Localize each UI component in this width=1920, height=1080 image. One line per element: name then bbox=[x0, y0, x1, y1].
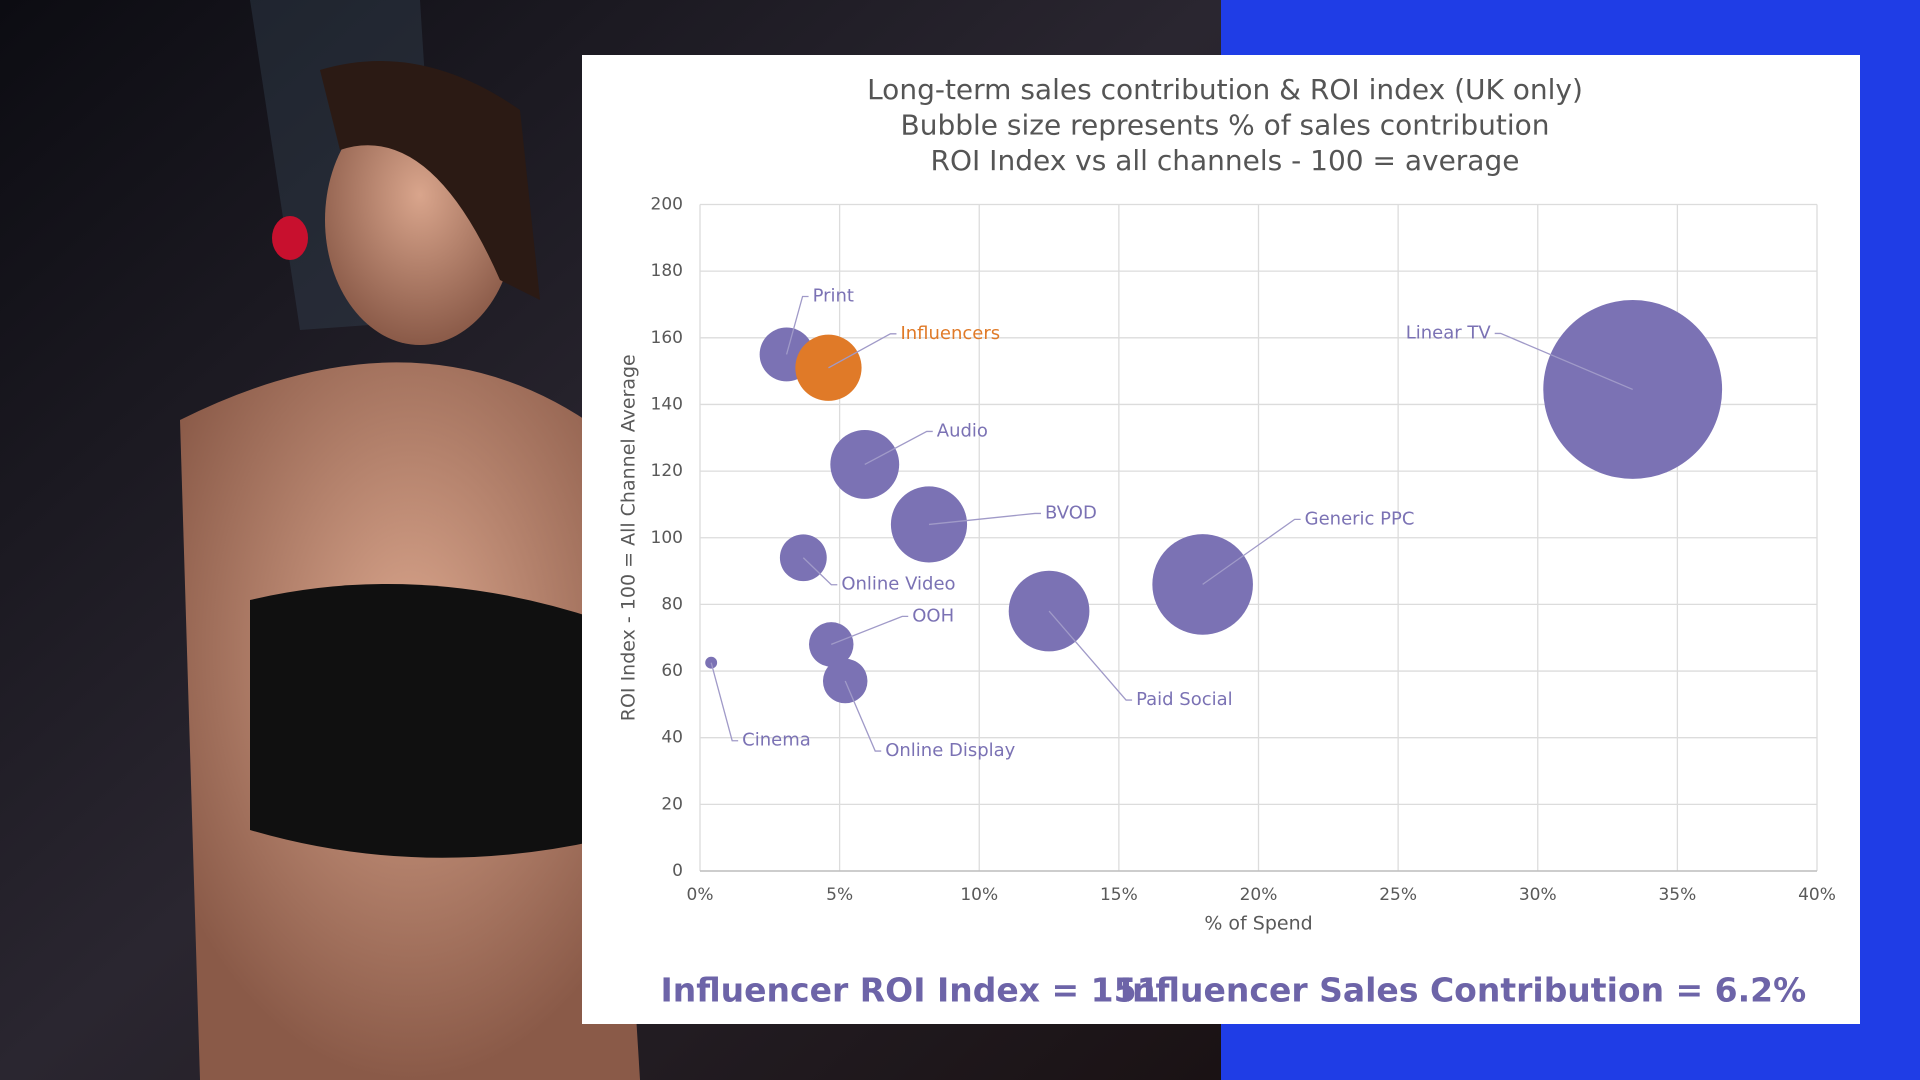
leader-line bbox=[1202, 518, 1301, 585]
y-tick-label: 0 bbox=[672, 861, 683, 881]
point-label: Linear TV bbox=[1406, 322, 1492, 343]
y-tick-label: 200 bbox=[651, 195, 683, 215]
y-tick-label: 180 bbox=[651, 261, 683, 281]
point-label: Online Video bbox=[841, 574, 955, 595]
leader-line bbox=[828, 333, 897, 369]
x-tick-label: 25% bbox=[1379, 885, 1417, 905]
y-tick-label: 120 bbox=[651, 461, 683, 481]
leader-line bbox=[928, 512, 1041, 526]
point-label: Print bbox=[813, 285, 854, 306]
chart: Long-term sales contribution & ROI index… bbox=[618, 73, 1836, 1010]
footer-text: Influencer ROI Index = 151 bbox=[660, 971, 1159, 1010]
x-tick-label: 35% bbox=[1658, 885, 1696, 905]
y-tick-label: 160 bbox=[651, 328, 683, 348]
y-tick-label: 140 bbox=[651, 394, 683, 414]
y-tick-label: 80 bbox=[661, 594, 683, 614]
bubble bbox=[822, 658, 868, 704]
point-label: Cinema bbox=[742, 730, 811, 751]
footer-text: Influencer Sales Contribution = 6.2% bbox=[1120, 971, 1806, 1010]
y-tick-label: 40 bbox=[661, 728, 683, 748]
point-label: Generic PPC bbox=[1305, 508, 1415, 529]
x-tick-label: 5% bbox=[826, 885, 853, 905]
leader-line bbox=[710, 662, 739, 742]
x-axis-label: % of Spend bbox=[1204, 913, 1312, 935]
x-tick-label: 20% bbox=[1240, 885, 1278, 905]
point-label: Audio bbox=[937, 420, 988, 441]
leader-line bbox=[831, 615, 909, 645]
y-tick-label: 100 bbox=[651, 528, 683, 548]
point-label: Influencers bbox=[900, 323, 1000, 344]
leader-line bbox=[844, 680, 882, 752]
chart-title: ROI Index vs all channels - 100 = averag… bbox=[931, 144, 1520, 177]
bubble bbox=[795, 334, 862, 401]
y-axis-label: ROI Index - 100 = All Channel Average bbox=[618, 354, 640, 721]
point-label: Paid Social bbox=[1136, 689, 1233, 710]
leader-line bbox=[785, 295, 809, 355]
x-tick-label: 15% bbox=[1100, 885, 1138, 905]
leader-line bbox=[802, 557, 838, 586]
leader-line bbox=[864, 430, 933, 466]
chart-title: Long-term sales contribution & ROI index… bbox=[867, 73, 1583, 106]
bubble bbox=[1543, 300, 1723, 479]
x-tick-label: 10% bbox=[960, 885, 998, 905]
y-tick-label: 60 bbox=[661, 661, 683, 681]
bubble bbox=[1152, 534, 1253, 635]
point-label: OOH bbox=[912, 605, 954, 626]
x-tick-label: 30% bbox=[1519, 885, 1557, 905]
point-label: Online Display bbox=[885, 740, 1015, 761]
leader-line bbox=[1494, 332, 1633, 391]
point-label: BVOD bbox=[1045, 502, 1097, 523]
y-tick-label: 20 bbox=[661, 794, 683, 814]
chart-title: Bubble size represents % of sales contri… bbox=[901, 109, 1550, 142]
bubble bbox=[808, 622, 854, 667]
leader-line bbox=[1048, 610, 1133, 701]
x-tick-label: 0% bbox=[687, 885, 714, 905]
x-tick-label: 40% bbox=[1798, 885, 1836, 905]
